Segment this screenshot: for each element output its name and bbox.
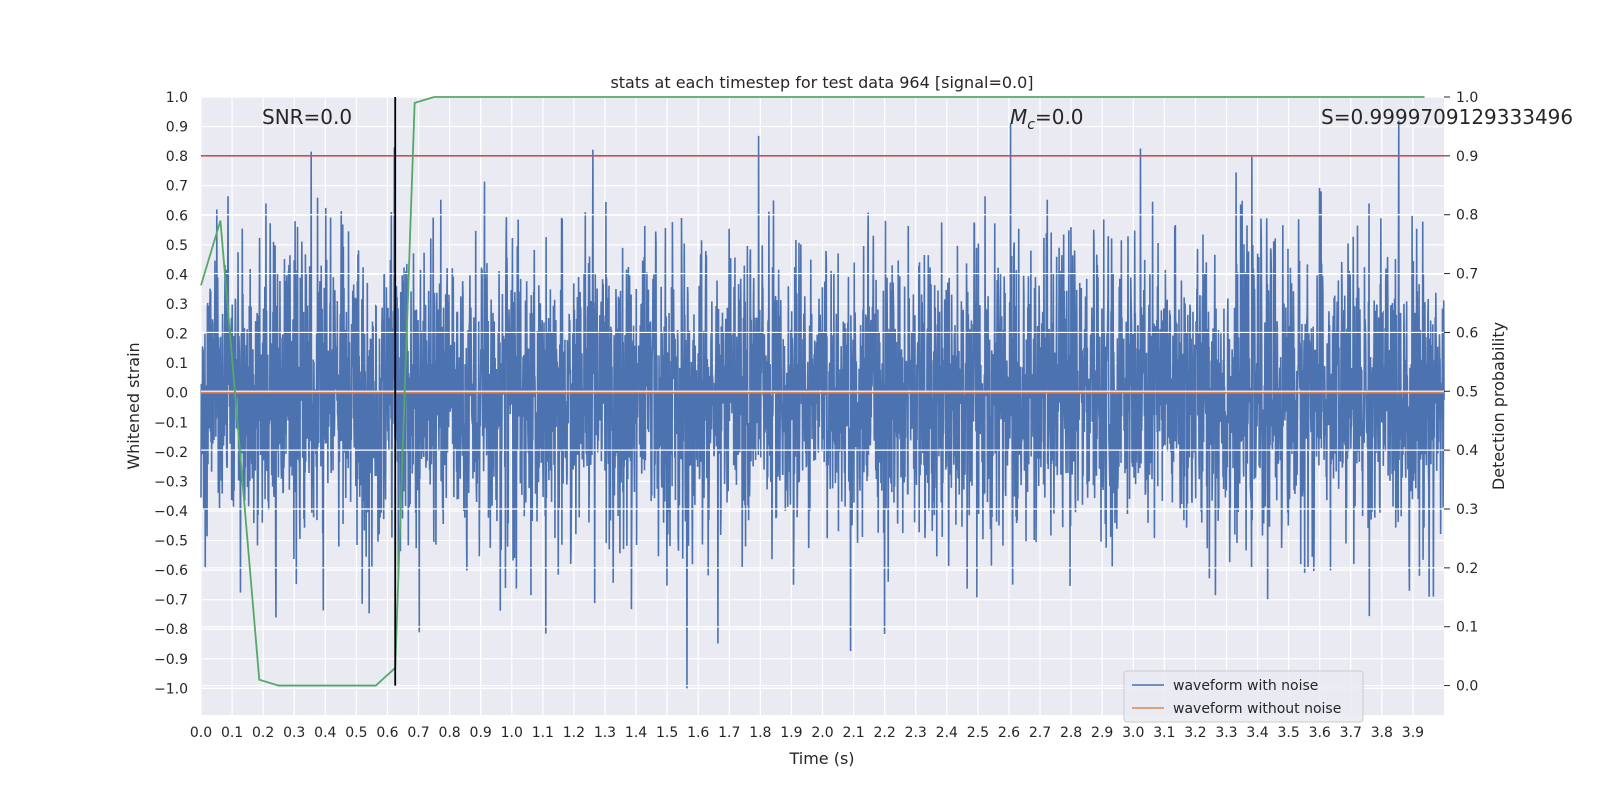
x-tick-label: 1.3 xyxy=(594,725,616,741)
y-tick-label: 0.3 xyxy=(166,297,188,313)
x-tick-label: 1.0 xyxy=(501,725,523,741)
y-tick-label: 0.9 xyxy=(166,120,188,136)
x-tick-label: 2.2 xyxy=(874,725,896,741)
x-tick-label: 0.2 xyxy=(252,725,274,741)
y-tick-label: 0.4 xyxy=(166,267,188,283)
x-tick-label: 0.7 xyxy=(407,725,429,741)
y2-tick-label: 0.3 xyxy=(1456,502,1478,518)
y-tick-label: 0.6 xyxy=(166,208,188,224)
x-tick-label: 1.2 xyxy=(563,725,585,741)
x-tick-label: 0.1 xyxy=(221,725,243,741)
y-tick-label: −0.4 xyxy=(154,504,188,520)
x-tick-label: 1.1 xyxy=(532,725,554,741)
x-tick-label: 3.1 xyxy=(1153,725,1175,741)
y-tick-label: −0.6 xyxy=(154,563,188,579)
y-tick-label: 0.7 xyxy=(166,179,188,195)
x-tick-label: 3.5 xyxy=(1277,725,1299,741)
x-tick-label: 3.6 xyxy=(1309,725,1331,741)
y2-tick-label: 0.4 xyxy=(1456,443,1478,459)
y2-tick-label: 0.7 xyxy=(1456,267,1478,283)
x-tick-label: 0.8 xyxy=(438,725,460,741)
x-tick-label: 1.7 xyxy=(718,725,740,741)
legend-label-clean: waveform without noise xyxy=(1173,701,1341,717)
x-tick-label: 0.9 xyxy=(470,725,492,741)
y2-tick-label: 0.6 xyxy=(1456,325,1478,341)
axis-layer: 0.0 0.1 0.2 0.3 0.4 0.5 0.6 0.7 0.8 0.9 1.0 1.1 1.2 1… xyxy=(154,90,1478,741)
x-tick-label: 3.3 xyxy=(1215,725,1237,741)
x-tick-label: 3.2 xyxy=(1184,725,1206,741)
x-tick-label: 0.5 xyxy=(345,725,367,741)
x-tick-label: 1.4 xyxy=(625,725,647,741)
x-axis-label: Time (s) xyxy=(788,749,854,768)
y2-tick-label: 0.2 xyxy=(1456,561,1478,577)
series-waveform-with-noise xyxy=(200,120,1445,689)
legend-box xyxy=(1123,670,1364,723)
y-tick-label: 0.5 xyxy=(166,238,188,254)
mc-subscript: c xyxy=(1027,117,1035,133)
x-tick-label: 2.4 xyxy=(936,725,958,741)
legend-label-noise: waveform with noise xyxy=(1173,678,1318,694)
x-tick-label: 0.4 xyxy=(314,725,336,741)
y2-tick-label: 0.0 xyxy=(1456,679,1478,695)
series-detection-probability xyxy=(200,96,1425,687)
x-tick-label: 2.1 xyxy=(842,725,864,741)
s-annotation: S=0.9999709129333496 xyxy=(1321,105,1573,129)
y-tick-label: 0.2 xyxy=(166,327,188,343)
y2-axis-label: Detection probability xyxy=(1489,322,1508,490)
y-axis-label: Whitened strain xyxy=(124,342,143,469)
x-tick-label: 3.7 xyxy=(1340,725,1362,741)
x-tick-label: 2.0 xyxy=(811,725,833,741)
x-tick-label: 0.0 xyxy=(190,725,212,741)
y-tick-label: 0.0 xyxy=(166,386,188,402)
x-tick-label: 2.3 xyxy=(905,725,927,741)
x-tick-label: 2.7 xyxy=(1029,725,1051,741)
y-tick-label: −0.3 xyxy=(154,474,188,490)
y-tick-label: 0.8 xyxy=(166,149,188,165)
y-tick-label: −0.5 xyxy=(154,534,188,550)
y-tick-label: −1.0 xyxy=(154,681,188,697)
series-layer xyxy=(200,96,1444,687)
x-tick-label: 1.8 xyxy=(749,725,771,741)
y-tick-label: 0.1 xyxy=(166,356,188,372)
y2-tick-label: 1.0 xyxy=(1456,90,1478,106)
x-tick-label: 1.6 xyxy=(687,725,709,741)
y2-tick-label: 0.5 xyxy=(1456,384,1478,400)
x-tick-label: 2.5 xyxy=(967,725,989,741)
mc-symbol: M xyxy=(1010,105,1027,129)
mc-annotation: Mc=0.0 xyxy=(1010,105,1084,133)
x-tick-label: 3.9 xyxy=(1402,725,1424,741)
x-tick-label: 3.0 xyxy=(1122,725,1144,741)
x-tick-label: 2.8 xyxy=(1060,725,1082,741)
snr-annotation: SNR=0.0 xyxy=(262,105,352,129)
chart-title: stats at each timestep for test data 964… xyxy=(610,73,1033,92)
y2-tick-label: 0.8 xyxy=(1456,208,1478,224)
noise-series-layer xyxy=(200,120,1445,689)
y-tick-label: −0.9 xyxy=(154,652,188,668)
x-tick-label: 2.9 xyxy=(1091,725,1113,741)
y-tick-label: −0.7 xyxy=(154,593,188,609)
x-tick-label: 2.6 xyxy=(998,725,1020,741)
x-tick-label: 3.8 xyxy=(1371,725,1393,741)
x-tick-label: 0.6 xyxy=(376,725,398,741)
x-tick-label: 1.9 xyxy=(780,725,802,741)
y-tick-label: 1.0 xyxy=(166,90,188,106)
x-tick-label: 1.5 xyxy=(656,725,678,741)
legend: waveform with noise waveform without noi… xyxy=(1123,670,1364,723)
y2-tick-label: 0.9 xyxy=(1456,149,1478,165)
x-tick-label: 3.4 xyxy=(1246,725,1268,741)
y-tick-label: −0.2 xyxy=(154,445,188,461)
y2-tick-label: 0.1 xyxy=(1456,620,1478,636)
y-tick-label: −0.1 xyxy=(154,415,188,431)
mc-value: =0.0 xyxy=(1035,105,1084,129)
y-tick-label: −0.8 xyxy=(154,622,188,638)
x-tick-label: 0.3 xyxy=(283,725,305,741)
